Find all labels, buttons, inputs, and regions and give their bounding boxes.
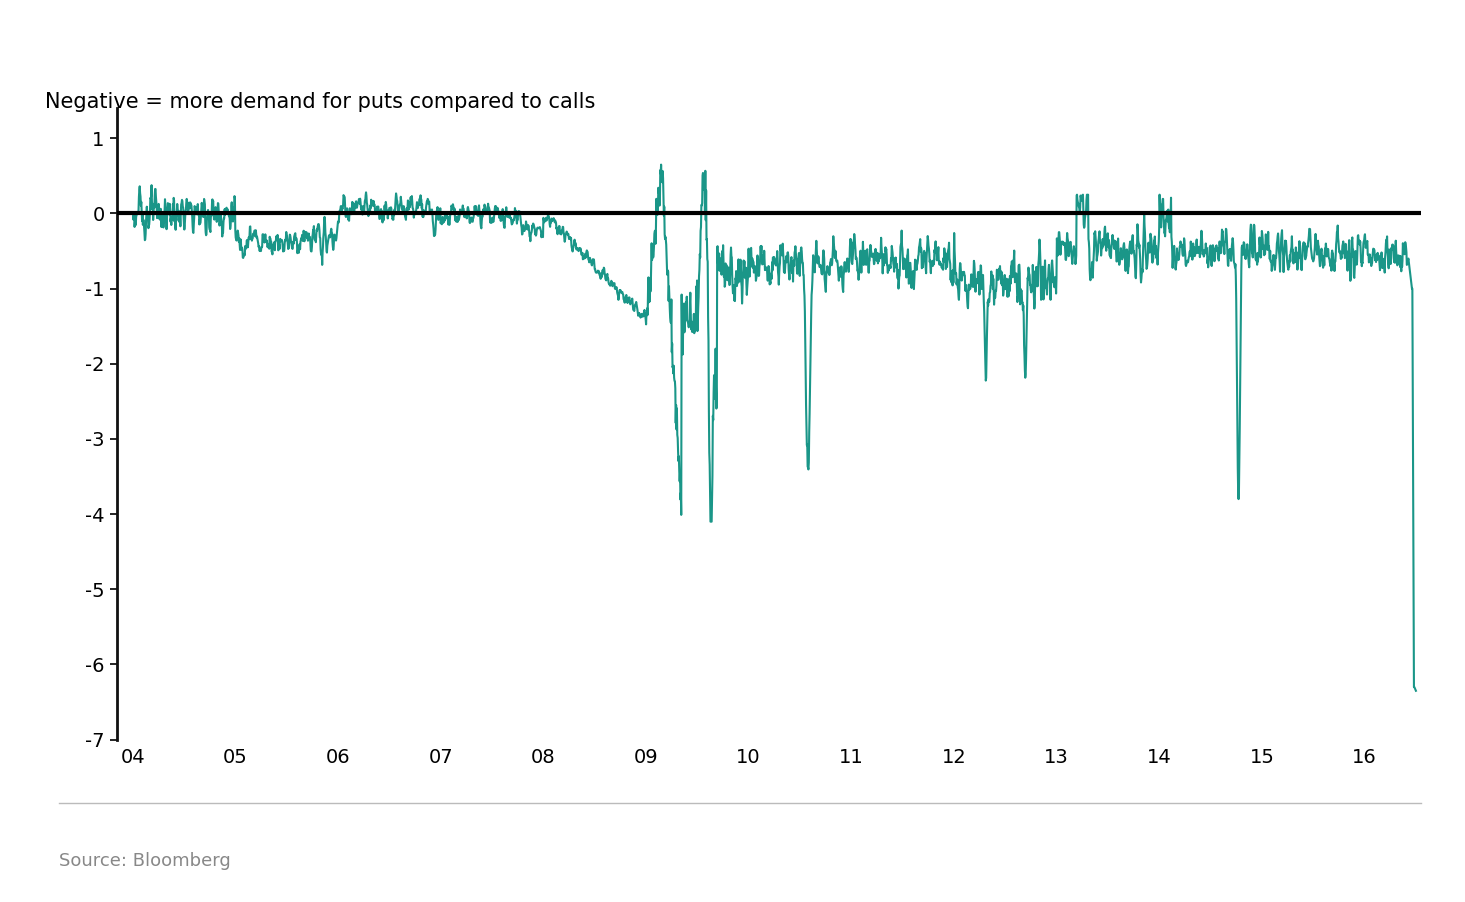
Text: Source: Bloomberg: Source: Bloomberg <box>59 851 230 870</box>
Text: Negative = more demand for puts compared to calls: Negative = more demand for puts compared… <box>45 92 596 112</box>
